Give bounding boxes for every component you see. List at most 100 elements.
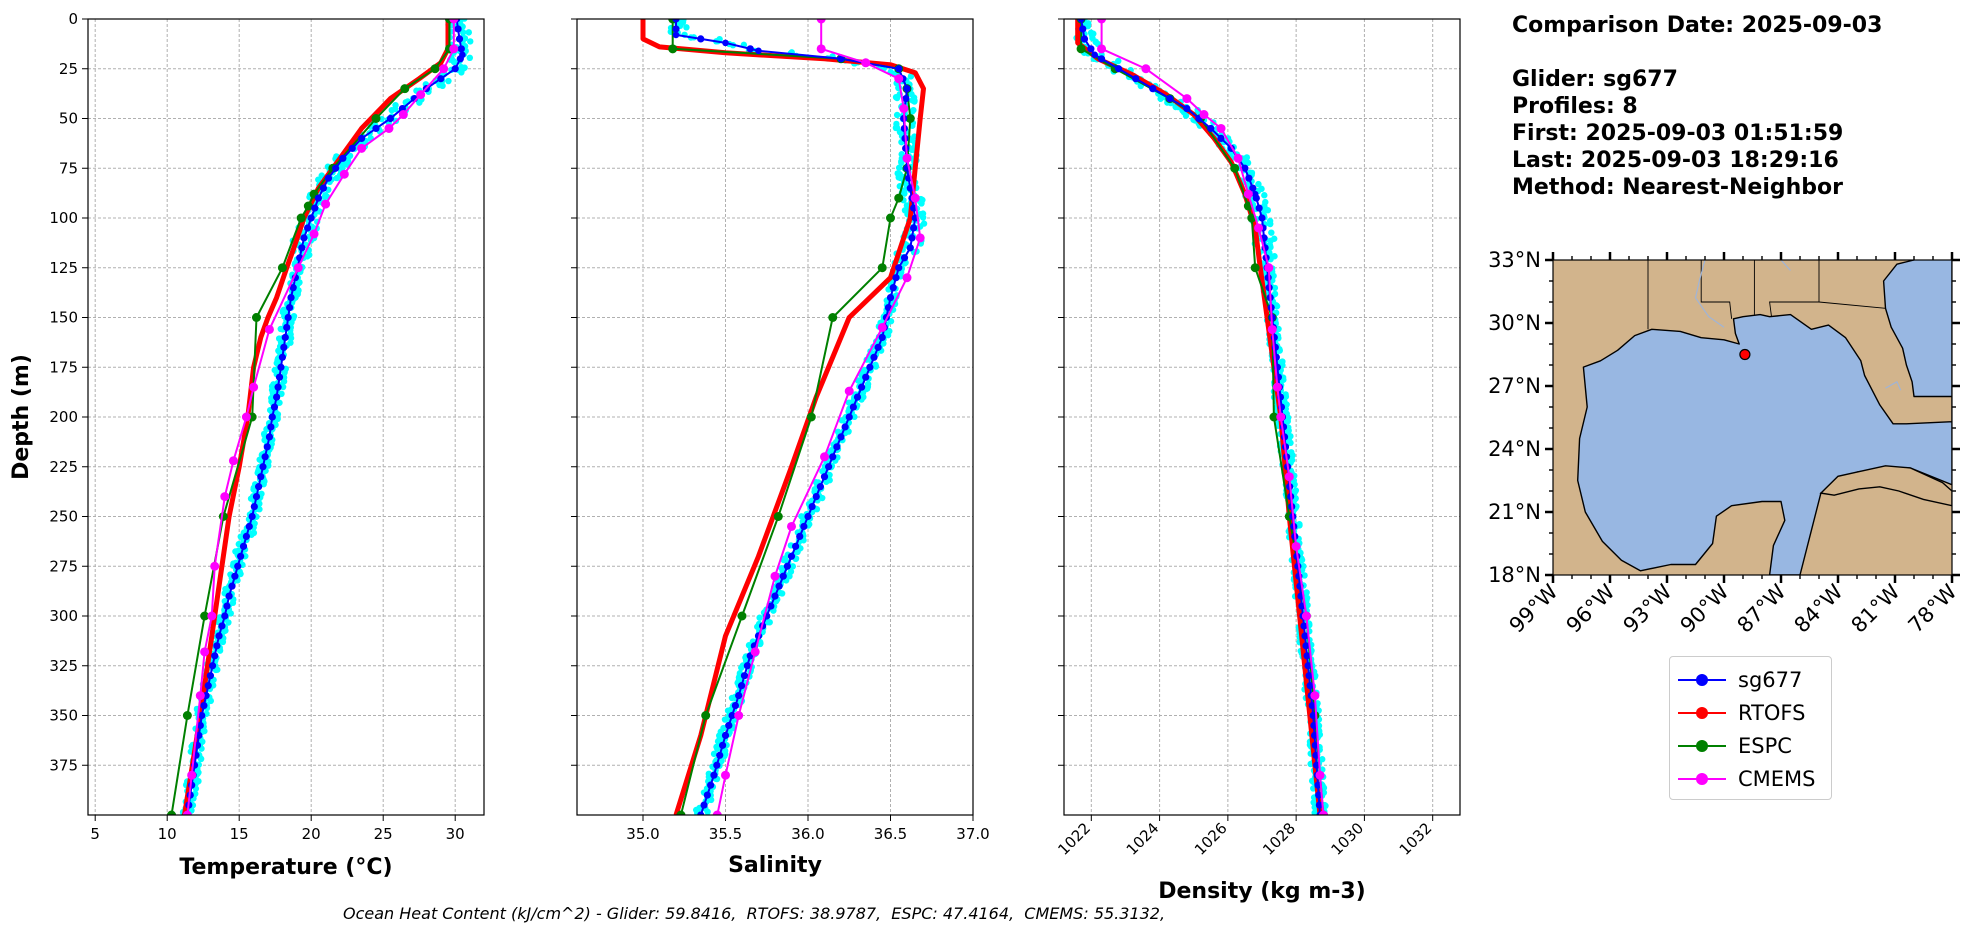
glider-raw-point <box>1301 572 1308 579</box>
data-point <box>877 322 887 332</box>
glider-raw-point <box>1261 202 1268 210</box>
glider-raw-point <box>1271 284 1279 292</box>
longitude-label: 81°W <box>1847 579 1905 637</box>
data-point <box>910 193 920 203</box>
glider-raw-point <box>445 77 452 85</box>
data-point <box>314 194 322 202</box>
data-point <box>455 35 464 43</box>
data-point <box>245 522 253 531</box>
data-point <box>228 582 236 590</box>
legend-item-espc: ESPC <box>1670 729 1831 762</box>
data-point <box>668 44 678 54</box>
data-point <box>737 611 747 621</box>
y-tick-label: 25 <box>59 60 78 78</box>
legend-item-rtofs: RTOFS <box>1670 696 1831 729</box>
data-point <box>1315 770 1325 780</box>
data-point <box>894 74 904 84</box>
data-point <box>816 19 826 24</box>
data-point <box>672 25 680 33</box>
data-point <box>437 75 445 83</box>
ocean-heat-content-footer: Ocean Heat Content (kJ/cm^2) - Glider: 5… <box>343 904 1166 923</box>
glider-raw-point <box>704 808 711 815</box>
data-point <box>451 65 459 73</box>
glider-raw-point <box>919 214 927 221</box>
data-point <box>1264 274 1272 282</box>
data-point <box>280 343 288 351</box>
data-point <box>1302 642 1310 650</box>
data-point <box>311 204 319 212</box>
glider-raw-point <box>1285 427 1292 435</box>
data-point <box>225 592 233 600</box>
data-point <box>309 229 319 239</box>
glider-raw-point <box>279 383 287 391</box>
y-tick-label: 300 <box>49 607 78 625</box>
data-point <box>796 532 804 541</box>
data-point <box>198 711 206 720</box>
glider-raw-point <box>776 589 784 597</box>
data-point <box>804 512 812 521</box>
glider-raw-point <box>225 619 232 626</box>
data-point <box>1241 164 1249 172</box>
data-point <box>215 632 223 640</box>
grid <box>1064 19 1460 815</box>
data-point <box>1252 194 1260 202</box>
data-point <box>828 313 838 322</box>
data-point <box>728 711 736 720</box>
map-frame <box>1552 259 1953 576</box>
data-point <box>298 244 306 252</box>
glider-raw-point <box>714 738 722 745</box>
data-point <box>710 771 718 779</box>
data-point <box>894 193 904 203</box>
glider-raw-point <box>256 506 263 513</box>
data-point <box>889 284 897 292</box>
data-point <box>1182 94 1192 104</box>
data-point <box>866 363 874 371</box>
glider-raw-point <box>683 24 690 31</box>
glider-raw-point <box>288 319 295 326</box>
data-point <box>339 169 349 179</box>
data-point <box>779 572 787 580</box>
x-tick-label: 35.5 <box>709 825 742 843</box>
y-tick-label: 150 <box>49 309 78 327</box>
data-point <box>195 691 205 701</box>
data-point <box>767 602 775 610</box>
legend-swatch <box>1678 670 1726 690</box>
legend-swatch <box>1678 769 1726 789</box>
x-tick-label: 5 <box>90 825 100 843</box>
data-point <box>283 323 291 332</box>
data-point <box>454 25 462 33</box>
data-point <box>386 114 394 123</box>
glider-raw-scatter <box>179 19 474 815</box>
data-point <box>1079 25 1087 33</box>
glider-raw-point <box>261 478 268 485</box>
legend-label: CMEMS <box>1738 766 1816 791</box>
data-point <box>806 412 816 422</box>
data-point <box>187 770 197 780</box>
data-point <box>1303 652 1311 660</box>
data-point <box>844 386 854 396</box>
latitude-label: 21°N <box>1488 500 1541 524</box>
data-point <box>1097 55 1106 63</box>
data-point <box>237 552 245 560</box>
data-point <box>231 572 239 580</box>
longitude-label: 87°W <box>1733 579 1791 637</box>
x-tick-label: 1032 <box>1396 819 1436 859</box>
data-point <box>1284 472 1294 482</box>
data-point <box>182 810 192 815</box>
data-point <box>825 463 833 471</box>
data-point <box>284 313 292 322</box>
glider-raw-point <box>306 251 313 259</box>
gulf-water <box>1577 260 1952 575</box>
data-point <box>211 652 219 660</box>
data-point <box>267 423 275 431</box>
latitude-label: 30°N <box>1488 311 1541 335</box>
glider-raw-point <box>436 81 443 89</box>
data-point <box>808 502 816 511</box>
data-point <box>900 254 909 262</box>
data-point <box>1077 19 1085 23</box>
data-point <box>1233 153 1243 163</box>
glider-raw-point <box>714 745 721 753</box>
data-point <box>358 134 366 142</box>
data-point <box>783 562 791 570</box>
data-point <box>861 58 871 68</box>
